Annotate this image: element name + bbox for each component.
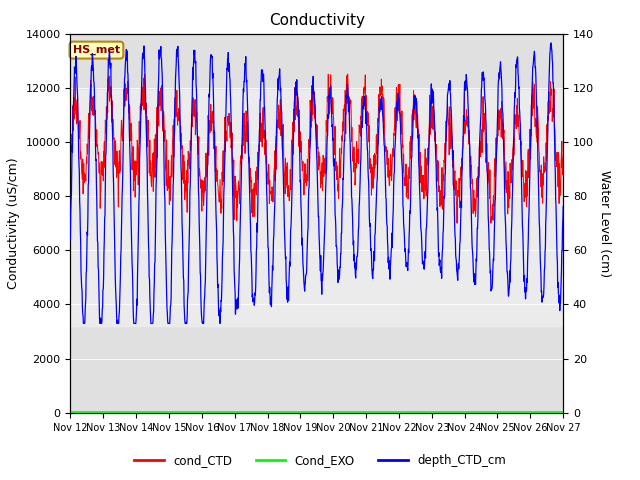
Title: Conductivity: Conductivity xyxy=(269,13,365,28)
Legend: cond_CTD, Cond_EXO, depth_CTD_cm: cond_CTD, Cond_EXO, depth_CTD_cm xyxy=(129,449,511,472)
Bar xyxy=(70,90,563,326)
Text: HS_met: HS_met xyxy=(73,45,120,55)
Y-axis label: Conductivity (uS/cm): Conductivity (uS/cm) xyxy=(7,157,20,289)
Y-axis label: Water Level (cm): Water Level (cm) xyxy=(598,169,611,277)
